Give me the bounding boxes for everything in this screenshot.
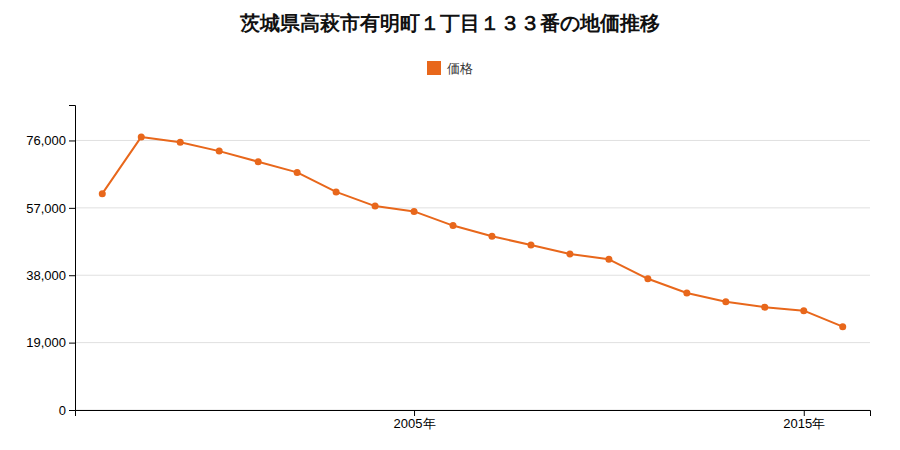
grid-line: [75, 140, 870, 141]
x-axis-line: [76, 411, 871, 417]
grid-line: [75, 342, 870, 343]
y-tick-label: 76,000: [26, 133, 66, 148]
x-tick-mark: [804, 410, 805, 416]
y-tick: 19,000: [26, 335, 75, 350]
grid: [75, 140, 870, 410]
y-tick-mark: [69, 410, 75, 411]
y-tick-mark: [69, 343, 75, 344]
y-tick-label: 19,000: [26, 335, 66, 350]
y-axis-line: [69, 106, 76, 411]
x-tick-label: 2005年: [394, 416, 436, 431]
point: [800, 307, 807, 314]
point: [683, 289, 690, 296]
x-tick-label: 2015年: [783, 416, 825, 431]
background: [0, 0, 900, 450]
y-tick: 38,000: [26, 268, 75, 283]
line: [102, 137, 842, 327]
y-axis: 0 19,000 38,000 57,000 76,000: [26, 106, 75, 418]
y-tick-label: 0: [59, 403, 66, 418]
y-tick-mark: [69, 140, 75, 141]
chart-svg: 茨城県高萩市有明町１丁目１３３番の地価推移 2005年 2015年 0 19,000 38…: [0, 0, 900, 450]
point: [411, 208, 418, 215]
y-tick: 57,000: [26, 201, 75, 216]
point: [333, 188, 340, 195]
point: [294, 169, 301, 176]
x-tick-mark: [414, 410, 415, 416]
x-axis: 2005年 2015年: [76, 410, 871, 431]
x-tick: 2015年: [783, 410, 825, 431]
point: [216, 148, 223, 155]
y-tick-label: 57,000: [26, 201, 66, 216]
point: [839, 323, 846, 330]
point: [255, 158, 262, 165]
point: [372, 203, 379, 210]
grid-line: [75, 207, 870, 208]
y-tick-mark: [69, 275, 75, 276]
point: [722, 298, 729, 305]
point: [605, 256, 612, 263]
grid-line: [75, 275, 870, 276]
point: [99, 190, 106, 197]
y-tick: 0: [59, 403, 75, 418]
marks: [99, 133, 846, 330]
y-tick-label: 38,000: [26, 268, 66, 283]
point: [761, 304, 768, 311]
point: [566, 250, 573, 257]
legend-label: 価格: [447, 61, 473, 76]
point: [488, 233, 495, 240]
title: 茨城県高萩市有明町１丁目１３３番の地価推移: [239, 11, 660, 35]
point: [527, 242, 534, 249]
point: [177, 139, 184, 146]
point: [644, 275, 651, 282]
legend-item: 価格: [427, 61, 473, 76]
legend: 価格: [427, 61, 473, 76]
y-tick-mark: [69, 208, 75, 209]
plot-area: 2005年 2015年 0 19,000 38,000 57,000 76,000: [26, 106, 870, 432]
point: [450, 222, 457, 229]
legend-swatch: [427, 61, 441, 75]
y-tick: 76,000: [26, 133, 75, 148]
point: [138, 133, 145, 140]
chart-container: 茨城県高萩市有明町１丁目１３３番の地価推移 2005年 2015年 0 19,000 38…: [0, 0, 900, 450]
x-tick: 2005年: [394, 410, 436, 431]
